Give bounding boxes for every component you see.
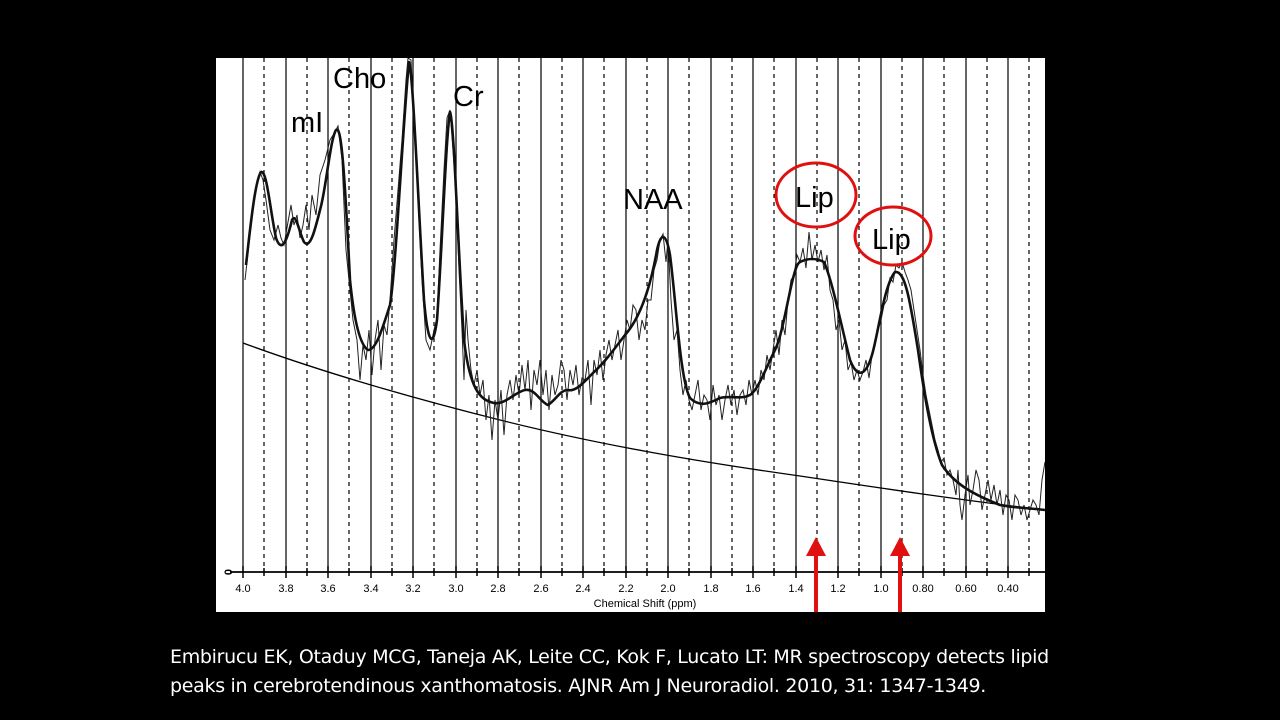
citation-caption: Embirucu EK, Otaduy MCG, Taneja AK, Leit… [170, 643, 1170, 701]
tick-label: 1.8 [703, 583, 718, 595]
tick-label: 0.80 [912, 583, 933, 595]
tick-label: 1.4 [788, 583, 803, 595]
tick-label: 3.2 [405, 583, 420, 595]
fitted-spectrum-line [244, 60, 1045, 512]
peak-label-naa: NAA [623, 184, 683, 216]
mr-spectrum-figure: 0 4.0 3.8 3.6 3.4 3.2 3.0 2.8 2.6 2.4 2.… [216, 58, 1045, 612]
spectrum-plot: 0 4.0 3.8 3.6 3.4 3.2 3.0 2.8 2.6 2.4 2.… [223, 58, 1045, 612]
tick-label: 2.2 [618, 583, 633, 595]
caption-line-2: peaks in cerebrotendinous xanthomatosis.… [170, 675, 987, 697]
tick-label: 3.6 [320, 583, 335, 595]
tick-label: 4.0 [235, 583, 250, 595]
caption-line-1: Embirucu EK, Otaduy MCG, Taneja AK, Leit… [170, 646, 1049, 668]
tick-label: 3.0 [448, 583, 463, 595]
tick-label: 2.8 [490, 583, 505, 595]
tick-label: 1.0 [873, 583, 888, 595]
x-axis-ticks [242, 566, 1030, 578]
tick-label: 2.0 [660, 583, 675, 595]
lip-circle-1 [774, 161, 858, 229]
peak-label-cr: Cr [453, 81, 484, 113]
dashed-gridlines [263, 58, 1030, 572]
peak-label-mi: mI [291, 107, 323, 139]
peak-label-lip-1: Lip [795, 182, 834, 214]
lip-arrows [806, 537, 910, 612]
arrow-up-icon [806, 537, 826, 612]
tick-label: 0.60 [955, 583, 976, 595]
peak-label-cho: Cho [333, 63, 386, 95]
arrow-up-icon [890, 537, 910, 612]
tick-label: 3.8 [278, 583, 293, 595]
tick-label: 2.6 [533, 583, 548, 595]
solid-gridlines [242, 58, 1009, 572]
baseline-curve [242, 342, 1045, 511]
tick-label: 1.2 [830, 583, 845, 595]
tick-label: 1.6 [745, 583, 760, 595]
peak-label-lip-2: Lip [872, 224, 911, 256]
x-axis-title: Chemical Shift (ppm) [594, 598, 697, 610]
tick-label: 0.40 [997, 583, 1018, 595]
tick-label: 3.4 [363, 583, 378, 595]
tick-label: 2.4 [575, 583, 590, 595]
y-zero-label: 0 [223, 569, 235, 575]
x-tick-labels: 4.0 3.8 3.6 3.4 3.2 3.0 2.8 2.6 2.4 2.2 … [235, 583, 1018, 595]
lip-circle-2 [853, 205, 933, 267]
lip-highlight-circles [774, 161, 933, 267]
